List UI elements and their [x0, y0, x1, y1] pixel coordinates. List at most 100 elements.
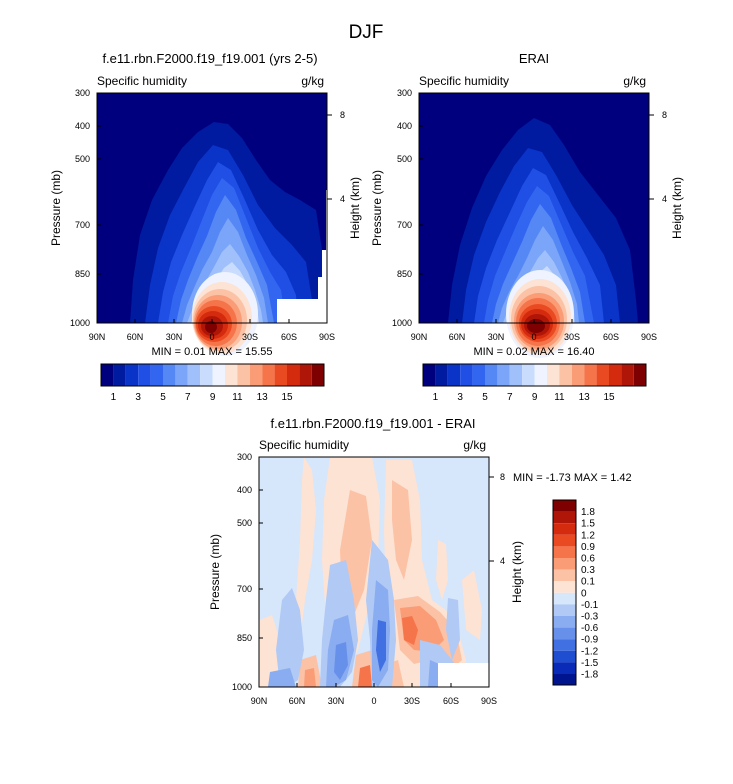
y-right-tick-label: 8	[500, 472, 505, 482]
colorbar-swatch	[262, 364, 275, 386]
contour-band	[446, 598, 460, 660]
colorbar-label: -0.9	[581, 635, 599, 646]
colorbar-frame	[422, 363, 647, 387]
colorbar-label: -0.1	[581, 600, 599, 611]
colorbar-swatch	[101, 364, 114, 386]
x-tick-label: 60S	[603, 332, 619, 342]
panel-model-ylabel: Pressure (mb)	[49, 170, 63, 246]
panel-erai-subtitle-right: g/kg	[623, 74, 646, 88]
colorbar-swatch	[547, 364, 560, 386]
panel-diff-stats: MIN = -1.73 MAX = 1.42	[513, 472, 632, 484]
y-tick-label: 300	[237, 452, 252, 462]
y-tick-label: 300	[75, 88, 90, 98]
x-tick-label: 0	[209, 332, 214, 342]
colorbar-swatch	[423, 364, 436, 386]
colorbar-swatch	[225, 364, 238, 386]
colorbar-swatch	[553, 511, 576, 524]
contour-band	[276, 588, 304, 687]
contour-band	[358, 665, 372, 687]
y-tick-label: 850	[397, 269, 412, 279]
missing-data-region	[438, 663, 489, 688]
contour-band	[402, 616, 418, 645]
colorbar-swatch	[553, 639, 576, 651]
x-tick-label: 30S	[242, 332, 258, 342]
colorbar-swatch	[299, 364, 312, 386]
colorbar-swatch	[435, 364, 448, 386]
colorbar-swatch	[621, 364, 634, 386]
panel-erai: ERAI Specific humidity g/kg 300 4 0	[370, 51, 684, 403]
x-tick-label: 90S	[481, 696, 497, 706]
colorbar-swatch	[311, 364, 324, 386]
colorbar-swatch	[447, 364, 461, 386]
y-tick-label: 300	[397, 88, 412, 98]
colorbar-label: 1	[433, 392, 439, 403]
tick-marks	[419, 92, 654, 324]
colorbar-label: 9	[210, 392, 216, 403]
y-tick-label: 1000	[392, 318, 412, 328]
panel-erai-plot-area	[419, 93, 649, 358]
y-right-tick-label: 4	[340, 194, 345, 204]
panel-model-plot-area	[97, 93, 328, 356]
y-right-tick-label: 4	[662, 194, 667, 204]
x-tick-label: 90N	[411, 332, 428, 342]
contour-band	[205, 321, 217, 333]
x-tick-label: 30N	[328, 696, 345, 706]
panel-diff-subtitle-right: g/kg	[463, 438, 486, 452]
colorbar-label: 0.9	[581, 542, 595, 553]
colorbar-swatch	[559, 364, 572, 386]
colorbar-swatch	[571, 364, 585, 386]
colorbar-label: -1.5	[581, 658, 599, 669]
missing-data-region	[277, 190, 328, 324]
colorbar-label: -0.3	[581, 612, 599, 623]
contour-band	[462, 570, 482, 640]
y-right-tick-label: 8	[662, 110, 667, 120]
colorbar-swatch	[553, 627, 576, 640]
y-tick-label: 500	[75, 154, 90, 164]
colorbar-swatch	[553, 581, 576, 593]
y-tick-label: 700	[237, 584, 252, 594]
colorbar-label: 11	[232, 392, 243, 403]
colorbar-swatch	[113, 364, 126, 386]
panel-diff-ylabel-right: Height (km)	[510, 541, 524, 603]
panel-erai-title: ERAI	[519, 51, 549, 66]
colorbar-label: 1	[111, 392, 117, 403]
y-tick-label: 400	[75, 121, 90, 131]
colorbar-swatch	[553, 546, 576, 558]
panel-diff-ylabel: Pressure (mb)	[208, 534, 222, 610]
y-tick-label: 1000	[70, 318, 90, 328]
y-tick-label: 1000	[232, 682, 252, 692]
panel-erai-stats: MIN = 0.02 MAX = 16.40	[473, 346, 594, 358]
colorbar-label: 13	[579, 392, 591, 403]
panel-erai-ylabel: Pressure (mb)	[370, 170, 384, 246]
colorbar-swatch	[163, 364, 176, 386]
x-tick-label: 60S	[443, 696, 459, 706]
x-tick-label: 90S	[641, 332, 657, 342]
x-tick-label: 30S	[404, 696, 420, 706]
colorbar-label: 3	[135, 392, 141, 403]
contour-band	[527, 319, 545, 333]
panel-model-ylabel-right: Height (km)	[348, 177, 362, 239]
contour-band	[376, 620, 386, 672]
colorbar-swatch	[150, 364, 163, 386]
colorbar-label: 9	[532, 392, 538, 403]
colorbar-label: -0.6	[581, 623, 599, 634]
colorbar-frame	[552, 499, 577, 686]
x-tick-label: 60S	[281, 332, 297, 342]
panel-model-title: f.e11.rbn.F2000.f19_f19.001 (yrs 2-5)	[102, 51, 317, 66]
colorbar-label: 1.2	[581, 530, 595, 541]
colorbar-label: 0	[581, 588, 587, 599]
colorbar-label: 0.1	[581, 577, 595, 588]
colorbar-swatch	[596, 364, 609, 386]
colorbar-swatch	[175, 364, 188, 386]
y-tick-label: 500	[237, 518, 252, 528]
panel-diff-subtitle-left: Specific humidity	[259, 438, 349, 452]
colorbar-label: 13	[257, 392, 269, 403]
panel-model-stats: MIN = 0.01 MAX = 15.55	[151, 346, 272, 358]
x-tick-label: 60N	[127, 332, 144, 342]
panel-diff-axes: 300 400 500 700 850 1000 90N 60N 30N 0 3…	[232, 452, 505, 706]
colorbar-swatch	[472, 364, 485, 386]
contour-band	[334, 642, 348, 680]
colorbar-swatch	[485, 364, 498, 386]
colorbar-swatch	[287, 364, 300, 386]
panel-erai-subtitle-left: Specific humidity	[419, 74, 509, 88]
